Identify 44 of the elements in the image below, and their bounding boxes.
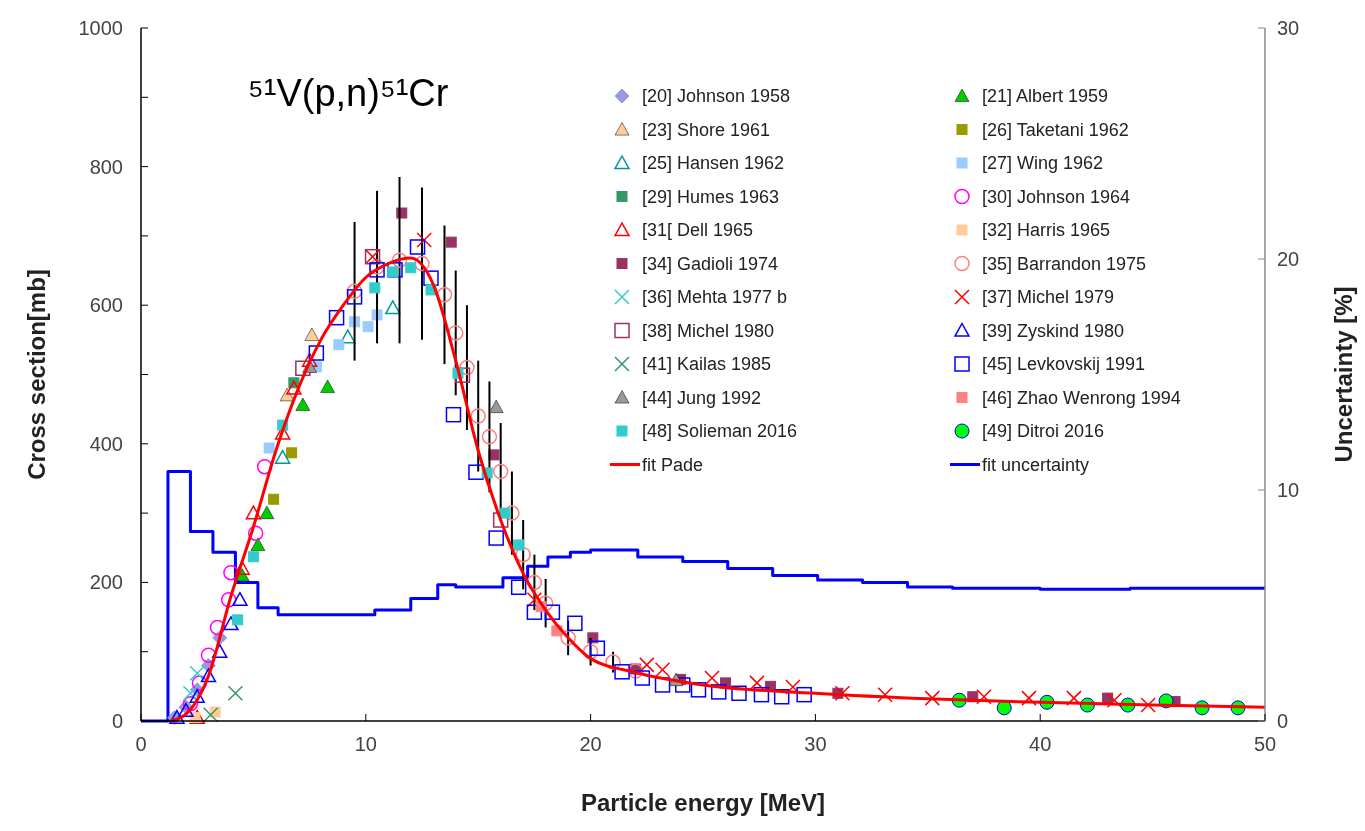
x-tick-label: 40 — [1029, 733, 1052, 755]
legend-label: fit uncertainty — [982, 454, 1090, 475]
x-tick-label: 30 — [804, 733, 827, 755]
y-axis-title: Cross section[mb] — [23, 269, 50, 480]
legend-label: [32] Harris 1965 — [982, 220, 1111, 241]
legend-label: fit Pade — [642, 454, 704, 475]
y-tick-label: 800 — [89, 155, 123, 178]
legend-label: [41] Kailas 1985 — [642, 354, 772, 375]
legend-label: [35] Barrandon 1975 — [982, 253, 1147, 274]
legend-label: [37] Michel 1979 — [982, 287, 1115, 308]
y-tick-label: 400 — [89, 432, 123, 455]
legend-label: [21] Albert 1959 — [982, 86, 1109, 107]
text: ⁵¹V(p,n)⁵¹Cr — [248, 72, 449, 114]
legend-label: [29] Humes 1963 — [642, 186, 780, 207]
x-axis-title: Particle energy [MeV] — [580, 789, 826, 816]
y2-tick-label: 0 — [1277, 710, 1289, 732]
legend-label: [46] Zhao Wenrong 1994 — [982, 387, 1181, 408]
legend-label: [44] Jung 1992 — [642, 387, 762, 408]
legend-label: [34] Gadioli 1974 — [642, 253, 779, 274]
x-tick-label: 10 — [354, 733, 377, 755]
legend-label: [38] Michel 1980 — [642, 320, 775, 341]
y2-tick-label: 30 — [1277, 17, 1300, 39]
x-tick-label: 20 — [579, 733, 602, 755]
legend-label: [26] Taketani 1962 — [982, 119, 1129, 140]
legend-label: [27] Wing 1962 — [982, 153, 1104, 174]
y2-tick-label: 10 — [1277, 479, 1300, 501]
legend-label: [45] Levkovskij 1991 — [982, 354, 1146, 375]
y-tick-label: 0 — [111, 710, 123, 732]
legend-label: [48] Solieman 2016 — [642, 421, 798, 442]
legend-label: [39] Zyskind 1980 — [982, 320, 1125, 341]
x-tick-label: 0 — [135, 733, 147, 755]
y2-axis-title: Uncertainty [%] — [1330, 286, 1357, 463]
legend-label: [49] Ditroi 2016 — [982, 421, 1105, 442]
legend-label: [20] Johnson 1958 — [642, 86, 791, 107]
y-tick-label: 1000 — [78, 17, 123, 39]
legend-label: [31[ Dell 1965 — [642, 220, 754, 241]
y-tick-label: 200 — [89, 571, 123, 594]
x-tick-label: 50 — [1253, 733, 1277, 755]
y2-tick-label: 20 — [1277, 248, 1300, 270]
legend-label: [25] Hansen 1962 — [642, 153, 785, 174]
legend-label: [23] Shore 1961 — [642, 119, 771, 140]
legend-label: [30] Johnson 1964 — [982, 186, 1131, 207]
y-tick-label: 600 — [89, 294, 123, 317]
legend-label: [36] Mehta 1977 b — [642, 287, 788, 308]
